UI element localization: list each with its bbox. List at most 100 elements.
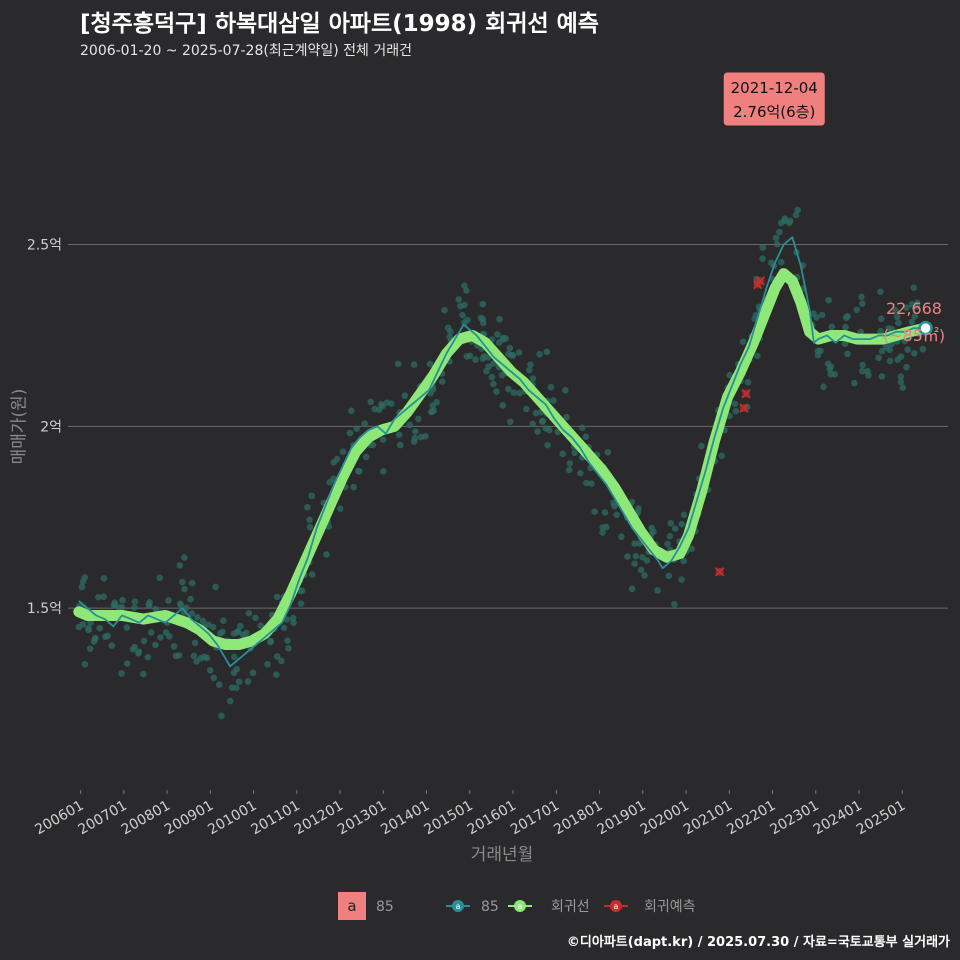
end-value-label: 22,668: [886, 299, 942, 318]
annotation-box: [722, 71, 826, 127]
legend-text-prediction: 회귀예측: [644, 899, 696, 915]
transaction-point: [152, 641, 159, 649]
transaction-point: [664, 540, 671, 548]
transaction-point: [892, 307, 899, 314]
transaction-point: [914, 299, 921, 307]
transaction-point: [209, 623, 217, 631]
transaction-point: [118, 604, 126, 611]
transaction-point: [79, 621, 87, 628]
transaction-point: [479, 300, 487, 308]
transaction-point: [367, 398, 375, 406]
transaction-point: [210, 674, 218, 682]
transaction-point: [718, 452, 725, 460]
transaction-point: [534, 428, 541, 435]
transaction-point: [483, 367, 490, 375]
transaction-point: [680, 557, 687, 565]
transaction-point: [81, 574, 89, 581]
transaction-point: [330, 459, 337, 466]
transaction-point: [903, 363, 910, 371]
transaction-point: [290, 619, 297, 627]
transaction-point: [190, 652, 198, 660]
transaction-point: [547, 383, 555, 391]
transaction-point: [353, 425, 360, 432]
transaction-point: [506, 418, 514, 426]
transaction-point: [739, 338, 747, 345]
transaction-point: [176, 562, 184, 569]
transaction-point: [886, 346, 893, 354]
transaction-point: [732, 407, 740, 415]
transaction-point: [336, 505, 344, 512]
transaction-point: [618, 533, 625, 541]
transaction-point: [499, 402, 507, 409]
transaction-point: [156, 574, 163, 581]
x-tick-label: 202001: [638, 798, 692, 839]
transaction-point: [306, 516, 313, 524]
transaction-point: [297, 600, 305, 608]
x-tick-label: 202401: [811, 798, 865, 839]
transaction-point: [601, 509, 609, 516]
transaction-point: [285, 645, 292, 652]
transaction-point: [550, 397, 557, 404]
transaction-point: [441, 306, 448, 314]
transaction-point: [157, 634, 164, 641]
legend-marker-line85: [452, 900, 464, 912]
transaction-point: [878, 347, 886, 355]
transaction-point: [529, 420, 536, 428]
transaction-point: [289, 614, 297, 622]
transaction-point: [346, 429, 354, 437]
transaction-point: [188, 579, 196, 587]
transaction-point: [628, 585, 636, 593]
transaction-point: [827, 370, 835, 378]
transaction-point: [412, 428, 419, 435]
legend-label-box-caption: 85: [376, 899, 394, 915]
transaction-point: [542, 425, 550, 432]
transaction-point: [394, 360, 402, 368]
transaction-point: [273, 653, 281, 660]
transaction-point: [631, 540, 638, 547]
transaction-point: [754, 352, 761, 360]
transaction-point: [304, 503, 311, 511]
transaction-point: [170, 643, 178, 650]
transaction-point: [361, 420, 369, 427]
transaction-point: [296, 587, 304, 595]
transaction-point: [348, 407, 355, 415]
transaction-point: [516, 389, 523, 397]
transaction-point: [885, 325, 893, 332]
transaction-point: [919, 345, 927, 353]
transaction-point: [894, 356, 902, 363]
transaction-point: [599, 524, 606, 531]
transaction-point: [610, 499, 617, 507]
transaction-point: [108, 642, 116, 649]
transaction-point: [131, 604, 138, 611]
transaction-point: [378, 400, 385, 408]
x-tick-label: 201801: [551, 798, 605, 839]
transaction-point: [786, 217, 794, 225]
x-tick-label: 201001: [205, 798, 259, 839]
transaction-point: [731, 400, 739, 408]
transaction-point: [219, 628, 226, 636]
transaction-point: [759, 244, 767, 251]
transaction-point: [387, 400, 395, 407]
annotation-date: 2021-12-04: [731, 79, 818, 97]
transaction-point: [776, 228, 783, 236]
transaction-point: [899, 384, 907, 392]
transaction-point: [583, 479, 590, 487]
regression-line: [73, 268, 932, 651]
transaction-point: [688, 545, 695, 553]
transaction-point: [827, 363, 835, 370]
transaction-point: [395, 431, 403, 439]
transaction-point: [828, 323, 836, 331]
transaction-point: [639, 554, 646, 561]
transaction-point: [772, 234, 780, 242]
transaction-point: [379, 436, 387, 443]
end-point-marker: [918, 320, 933, 336]
transaction-point: [631, 560, 638, 567]
transaction-point: [842, 323, 849, 331]
transaction-point: [219, 617, 227, 625]
transaction-point: [350, 483, 357, 491]
transaction-point: [426, 360, 434, 368]
transaction-point: [505, 385, 512, 393]
x-tick-label: 201101: [249, 798, 303, 839]
transaction-point: [641, 572, 648, 579]
transaction-point: [810, 310, 817, 317]
